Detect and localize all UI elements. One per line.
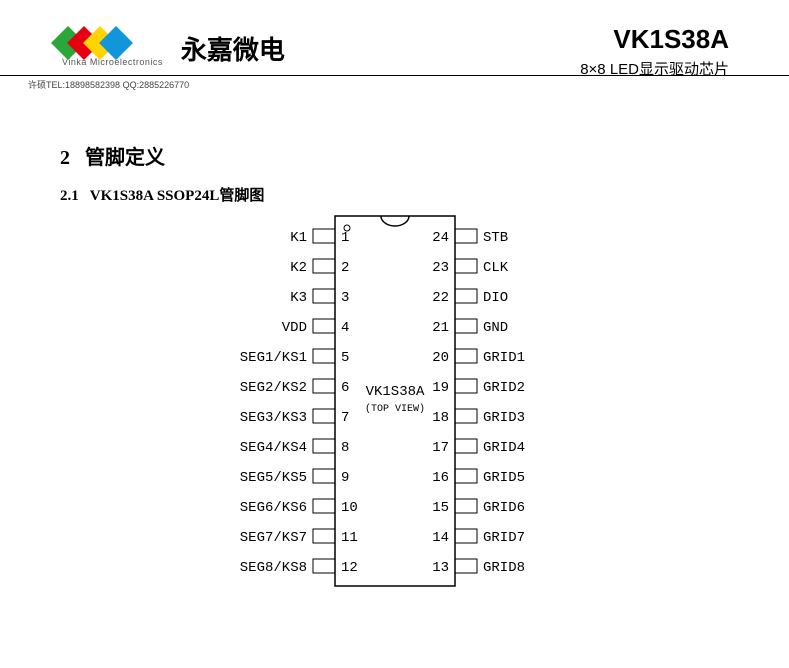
svg-text:21: 21 — [432, 320, 449, 336]
svg-text:VDD: VDD — [281, 320, 306, 336]
subsection-number: 2.1 — [60, 188, 79, 204]
svg-text:SEG1/KS1: SEG1/KS1 — [239, 350, 306, 366]
product-subtitle: 8×8 LED显示驱动芯片 — [580, 58, 729, 79]
svg-text:7: 7 — [341, 410, 349, 426]
section-heading: 2 管脚定义 — [60, 141, 729, 170]
company-name-cn: 永嘉微电 — [181, 30, 285, 67]
svg-text:6: 6 — [341, 380, 349, 396]
svg-text:(TOP VIEW): (TOP VIEW) — [364, 403, 424, 415]
part-number: VK1S38A — [613, 24, 729, 55]
svg-text:5: 5 — [341, 350, 349, 366]
svg-text:SEG6/KS6: SEG6/KS6 — [239, 500, 306, 516]
page-header: Vinka Microelectronics 永嘉微电 VK1S38A 8×8 … — [0, 0, 789, 76]
svg-text:GRID4: GRID4 — [483, 440, 525, 456]
svg-text:GRID6: GRID6 — [483, 500, 525, 516]
svg-text:SEG3/KS3: SEG3/KS3 — [239, 410, 306, 426]
svg-text:23: 23 — [432, 260, 449, 276]
svg-text:22: 22 — [432, 290, 449, 306]
svg-text:19: 19 — [432, 380, 449, 396]
svg-text:3: 3 — [341, 290, 349, 306]
subsection-title: VK1S38A SSOP24L管脚图 — [90, 188, 265, 204]
content: 2 管脚定义 2.1 VK1S38A SSOP24L管脚图 VK1S38A (TO… — [0, 91, 789, 601]
svg-text:GRID5: GRID5 — [483, 470, 525, 486]
svg-text:2: 2 — [341, 260, 349, 276]
subsection-heading: 2.1 VK1S38A SSOP24L管脚图 — [60, 184, 729, 205]
svg-text:GRID7: GRID7 — [483, 530, 525, 546]
svg-text:SEG7/KS7: SEG7/KS7 — [239, 530, 306, 546]
svg-text:GRID2: GRID2 — [483, 380, 525, 396]
svg-text:24: 24 — [432, 230, 449, 246]
company-name-en: Vinka Microelectronics — [62, 57, 163, 67]
svg-text:15: 15 — [432, 500, 449, 516]
svg-text:1: 1 — [341, 230, 349, 246]
svg-text:K3: K3 — [290, 290, 307, 306]
section-title: 管脚定义 — [85, 147, 165, 169]
svg-text:SEG8/KS8: SEG8/KS8 — [239, 560, 306, 576]
chip-diagram-container: VK1S38A (TOP VIEW) 1 K1 2 K2 3 K3 4 VDD 5 SEG1/KS1 6… — [60, 211, 729, 601]
svg-text:17: 17 — [432, 440, 449, 456]
svg-text:16: 16 — [432, 470, 449, 486]
svg-text:13: 13 — [432, 560, 449, 576]
svg-text:SEG2/KS2: SEG2/KS2 — [239, 380, 306, 396]
svg-text:GRID8: GRID8 — [483, 560, 525, 576]
svg-text:9: 9 — [341, 470, 349, 486]
svg-text:GND: GND — [483, 320, 508, 336]
svg-text:10: 10 — [341, 500, 358, 516]
svg-text:DIO: DIO — [483, 290, 508, 306]
logo-icon: Vinka Microelectronics — [60, 31, 163, 67]
svg-text:4: 4 — [341, 320, 349, 336]
svg-text:GRID1: GRID1 — [483, 350, 525, 366]
svg-text:14: 14 — [432, 530, 449, 546]
svg-text:18: 18 — [432, 410, 449, 426]
chip-pinout-diagram: VK1S38A (TOP VIEW) 1 K1 2 K2 3 K3 4 VDD 5 SEG1/KS1 6… — [217, 211, 573, 601]
svg-text:20: 20 — [432, 350, 449, 366]
svg-text:STB: STB — [483, 230, 508, 246]
svg-text:11: 11 — [341, 530, 358, 546]
svg-text:K1: K1 — [290, 230, 307, 246]
svg-text:CLK: CLK — [483, 260, 509, 276]
svg-text:VK1S38A: VK1S38A — [365, 384, 424, 400]
svg-text:SEG5/KS5: SEG5/KS5 — [239, 470, 306, 486]
svg-text:SEG4/KS4: SEG4/KS4 — [239, 440, 306, 456]
svg-text:12: 12 — [341, 560, 358, 576]
section-number: 2 — [60, 147, 70, 169]
svg-text:8: 8 — [341, 440, 349, 456]
svg-text:GRID3: GRID3 — [483, 410, 525, 426]
svg-text:K2: K2 — [290, 260, 307, 276]
